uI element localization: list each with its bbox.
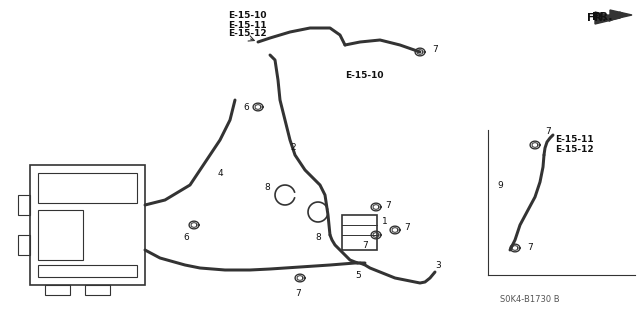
Text: 6: 6 <box>243 102 249 112</box>
Bar <box>38 210 83 260</box>
Text: E-15-10: E-15-10 <box>228 11 266 20</box>
Bar <box>38 173 137 203</box>
Text: E-15-11: E-15-11 <box>555 136 594 145</box>
Text: S0K4-B1730 B: S0K4-B1730 B <box>500 295 559 305</box>
Text: 6: 6 <box>183 234 189 242</box>
Bar <box>18 235 30 255</box>
Polygon shape <box>595 12 620 24</box>
Text: 4: 4 <box>218 168 223 177</box>
Bar <box>342 215 377 250</box>
Text: FR.: FR. <box>592 12 612 22</box>
Text: 7: 7 <box>432 46 438 55</box>
Text: 2: 2 <box>290 144 296 152</box>
Text: E-15-12: E-15-12 <box>555 145 594 154</box>
Text: 8: 8 <box>264 182 269 191</box>
Bar <box>38 265 137 277</box>
Bar <box>18 195 30 215</box>
Text: 7: 7 <box>404 224 410 233</box>
Bar <box>85 285 110 295</box>
Text: 5: 5 <box>355 271 361 279</box>
Text: 7: 7 <box>362 241 368 249</box>
Text: E-15-10: E-15-10 <box>345 70 383 79</box>
Text: 7: 7 <box>295 288 301 298</box>
Text: 7: 7 <box>545 128 551 137</box>
Text: 7: 7 <box>385 201 391 210</box>
Text: E-15-12: E-15-12 <box>228 29 267 39</box>
Text: 3: 3 <box>435 261 441 270</box>
Text: 7: 7 <box>527 243 532 253</box>
Polygon shape <box>610 10 632 20</box>
Text: FR.: FR. <box>587 13 606 23</box>
Bar <box>45 285 70 295</box>
Text: 9: 9 <box>497 181 503 189</box>
Text: 8: 8 <box>315 234 321 242</box>
Text: 1: 1 <box>382 218 388 226</box>
Text: E-15-11: E-15-11 <box>228 20 267 29</box>
